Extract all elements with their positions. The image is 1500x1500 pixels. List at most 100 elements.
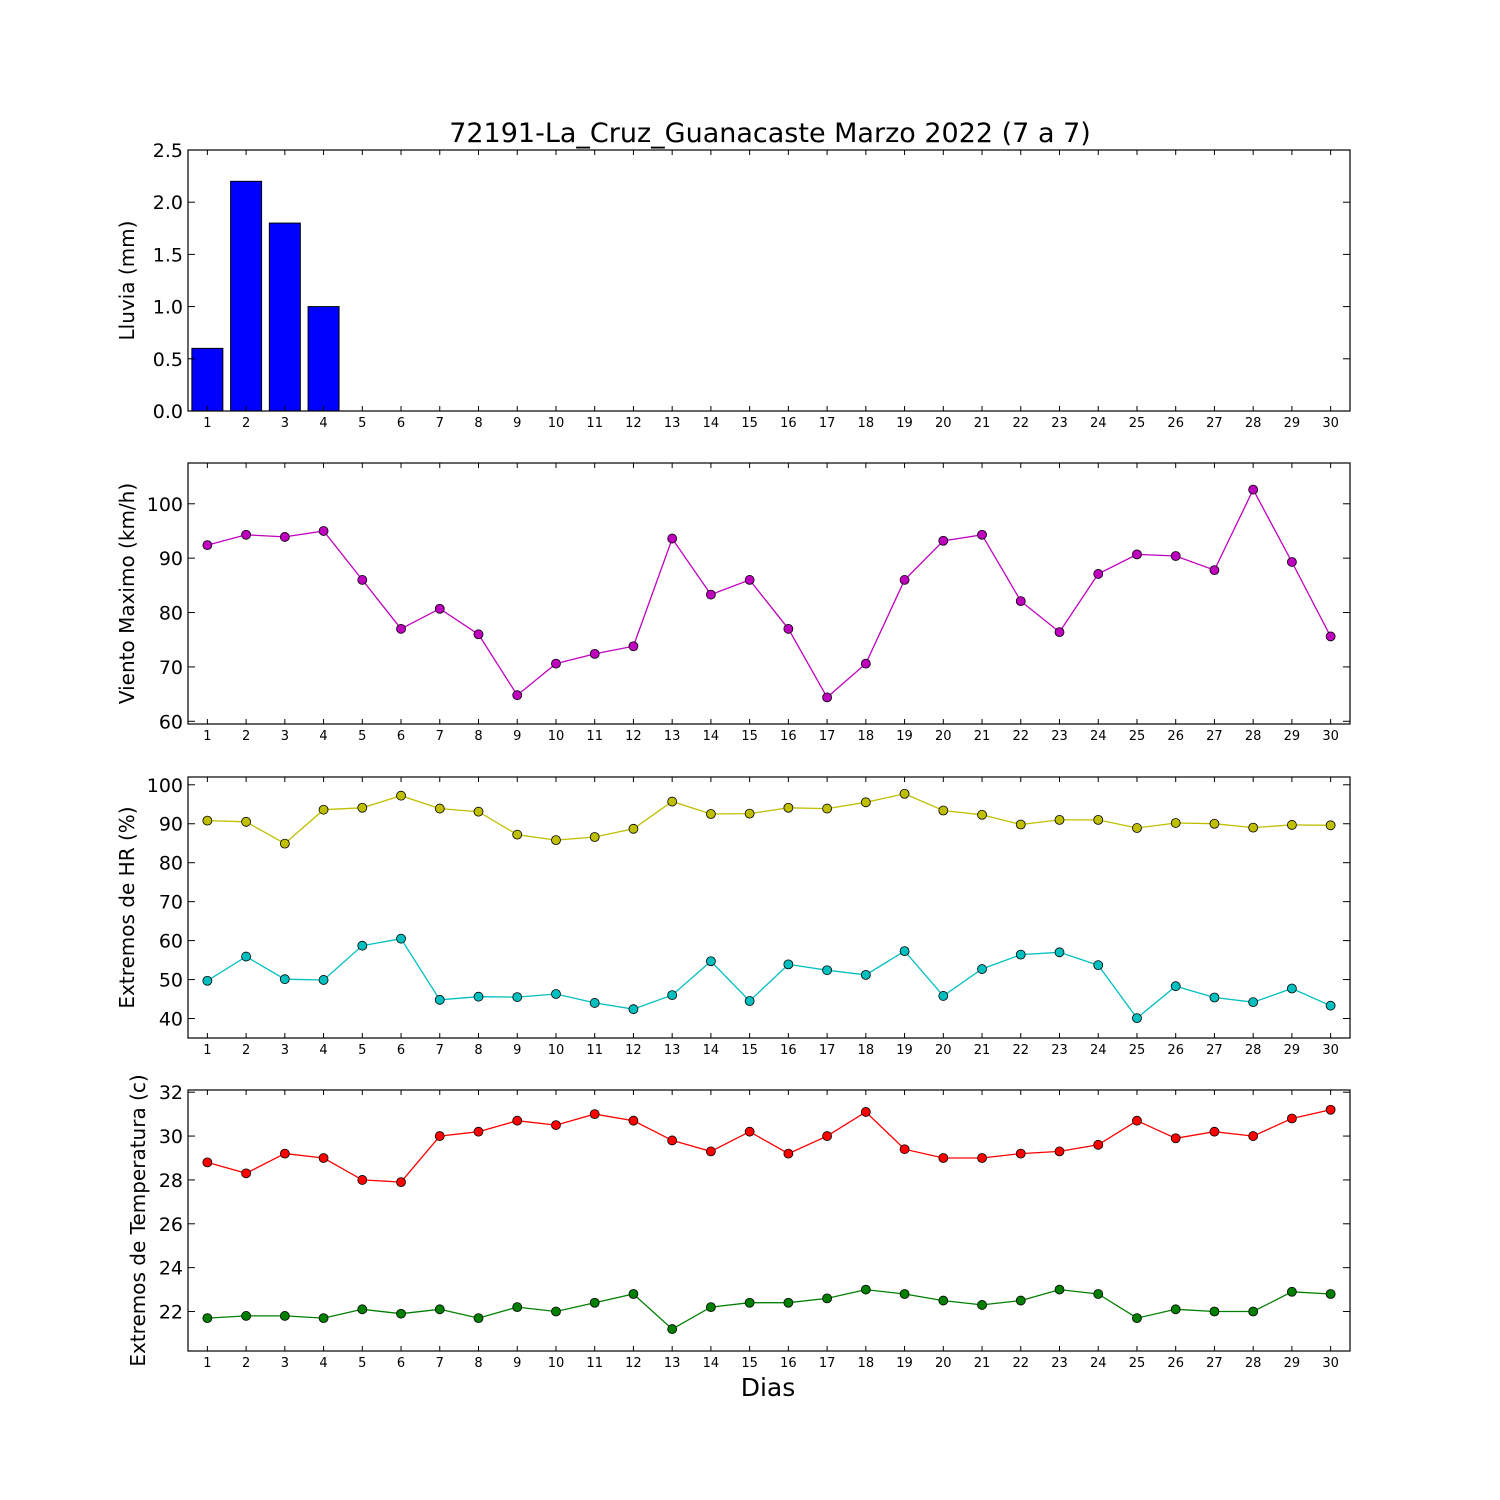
- point-p3-s2-day-4: [318, 975, 329, 985]
- x-tick-label-p2-25: 25: [1129, 729, 1146, 744]
- point-p4-s2-day-10: [551, 1306, 561, 1317]
- point-p3-s1-day-13: [667, 796, 678, 807]
- x-tick-label-p4-17: 17: [819, 1356, 836, 1371]
- point-p4-s2-day-16: [783, 1297, 794, 1308]
- point-p4-s1-day-1: [202, 1157, 213, 1168]
- point-p3-s2-day-11: [589, 998, 600, 1008]
- x-tick-label-p3-22: 22: [1012, 1043, 1029, 1058]
- y-tick-label-p1: 2.5: [153, 140, 183, 162]
- point-p3-s1-day-3: [279, 838, 290, 849]
- point-p2-s1-day-18: [860, 658, 871, 669]
- y-tick-label-p4: 28: [159, 1170, 183, 1192]
- point-p3-s2-day-22: [1015, 949, 1026, 960]
- x-tick-label-p2-10: 10: [548, 729, 565, 744]
- point-p4-s1-day-17: [822, 1131, 832, 1141]
- x-tick-label-p1-9: 9: [513, 416, 521, 431]
- point-p3-s1-day-25: [1132, 823, 1142, 833]
- y-tick-label-p2: 70: [159, 657, 183, 679]
- x-tick-label-p4-24: 24: [1090, 1356, 1107, 1371]
- x-tick-label-p4-23: 23: [1051, 1356, 1068, 1371]
- x-tick-label-p3-9: 9: [513, 1043, 521, 1058]
- x-tick-label-p2-29: 29: [1284, 729, 1301, 744]
- point-p3-s1-day-16: [783, 802, 794, 813]
- x-tick-label-p2-5: 5: [358, 729, 366, 744]
- point-p3-s2-day-21: [977, 964, 987, 974]
- point-p2-s1-day-19: [899, 575, 910, 585]
- x-tick-label-p4-27: 27: [1206, 1356, 1223, 1371]
- plot-frame-3: [187, 776, 1351, 1039]
- point-p4-s2-day-28: [1248, 1306, 1259, 1317]
- point-p3-s2-day-28: [1248, 997, 1259, 1008]
- y-tick-label-p3: 90: [159, 814, 183, 836]
- x-tick-label-p2-23: 23: [1051, 729, 1068, 744]
- point-p3-s1-day-18: [860, 797, 871, 808]
- point-p2-s1-day-2: [241, 529, 252, 540]
- x-tick-label-p4-8: 8: [474, 1356, 482, 1371]
- x-tick-label-p1-5: 5: [358, 416, 366, 431]
- point-p3-s1-day-11: [589, 832, 600, 842]
- point-p4-s1-day-23: [1054, 1146, 1065, 1157]
- x-tick-label-p2-15: 15: [741, 729, 758, 744]
- point-p3-s2-day-29: [1287, 983, 1297, 994]
- x-tick-label-p4-7: 7: [436, 1356, 444, 1371]
- x-tick-label-p4-14: 14: [703, 1356, 720, 1371]
- x-tick-label-p4-16: 16: [780, 1356, 797, 1371]
- x-tick-label-p2-21: 21: [974, 729, 991, 744]
- y-tick-label-p4: 30: [159, 1126, 183, 1148]
- x-tick-label-p1-21: 21: [974, 416, 991, 431]
- point-p3-s2-day-14: [706, 956, 716, 967]
- point-p2-s1-day-17: [822, 692, 832, 703]
- point-p4-s1-day-20: [938, 1153, 949, 1163]
- point-p2-s1-day-16: [783, 623, 794, 634]
- point-p4-s2-day-23: [1054, 1284, 1065, 1295]
- x-tick-label-p4-5: 5: [358, 1356, 366, 1371]
- point-p2-s1-day-15: [744, 575, 755, 585]
- x-tick-label-p2-27: 27: [1206, 729, 1223, 744]
- point-p2-s1-day-20: [938, 535, 949, 546]
- point-p4-s2-day-17: [822, 1293, 832, 1304]
- x-tick-label-p2-7: 7: [436, 729, 444, 744]
- point-p4-s2-day-1: [202, 1313, 213, 1324]
- y-axis-label-2: Viento Maximo (km/h): [115, 483, 139, 704]
- x-tick-label-p2-30: 30: [1322, 729, 1339, 744]
- point-p3-s1-day-14: [706, 809, 716, 819]
- point-p3-s2-day-16: [783, 959, 794, 970]
- y-axis-label-4: Extremos de Temperatura (c): [126, 1074, 150, 1366]
- point-p3-s1-day-8: [473, 806, 484, 817]
- x-tick-label-p2-16: 16: [780, 729, 797, 744]
- point-p2-s1-day-23: [1054, 627, 1065, 638]
- point-p3-s2-day-26: [1170, 981, 1181, 992]
- x-tick-label-p1-24: 24: [1090, 416, 1107, 431]
- y-tick-label-p3: 40: [159, 1009, 183, 1031]
- x-tick-label-p1-19: 19: [896, 416, 913, 431]
- point-p3-s2-day-19: [899, 946, 910, 957]
- point-p4-s1-day-22: [1015, 1148, 1026, 1159]
- y-axis-label-1: Lluvia (mm): [115, 221, 139, 341]
- x-tick-label-p3-20: 20: [935, 1043, 952, 1058]
- y-tick-label-p3: 80: [159, 853, 183, 875]
- point-p4-s1-day-25: [1132, 1115, 1142, 1126]
- x-tick-label-p4-4: 4: [319, 1356, 327, 1371]
- x-tick-label-p3-26: 26: [1167, 1043, 1184, 1058]
- y-tick-label-p3: 50: [159, 970, 183, 992]
- point-p4-s2-day-21: [977, 1300, 987, 1310]
- plot-frame-2: [187, 462, 1351, 725]
- x-tick-label-p3-2: 2: [242, 1043, 250, 1058]
- x-tick-label-p4-30: 30: [1322, 1356, 1339, 1371]
- point-p4-s1-day-16: [783, 1148, 794, 1159]
- y-tick-label-p3: 60: [159, 931, 183, 953]
- point-p3-s1-day-6: [396, 790, 406, 801]
- point-p4-s2-day-25: [1132, 1313, 1142, 1324]
- point-p3-s1-day-24: [1093, 814, 1104, 825]
- point-p4-s2-day-26: [1170, 1304, 1181, 1315]
- point-p3-s1-day-22: [1015, 819, 1026, 830]
- x-tick-label-p1-2: 2: [242, 416, 250, 431]
- bar-day-2: [230, 180, 263, 412]
- point-p4-s1-day-10: [551, 1120, 561, 1130]
- point-p3-s2-day-12: [628, 1004, 639, 1015]
- x-tick-label-p3-16: 16: [780, 1043, 797, 1058]
- point-p4-s1-day-3: [279, 1148, 290, 1159]
- x-tick-label-p2-2: 2: [242, 729, 250, 744]
- x-tick-label-p4-22: 22: [1012, 1356, 1029, 1371]
- point-p3-s2-day-7: [434, 994, 445, 1005]
